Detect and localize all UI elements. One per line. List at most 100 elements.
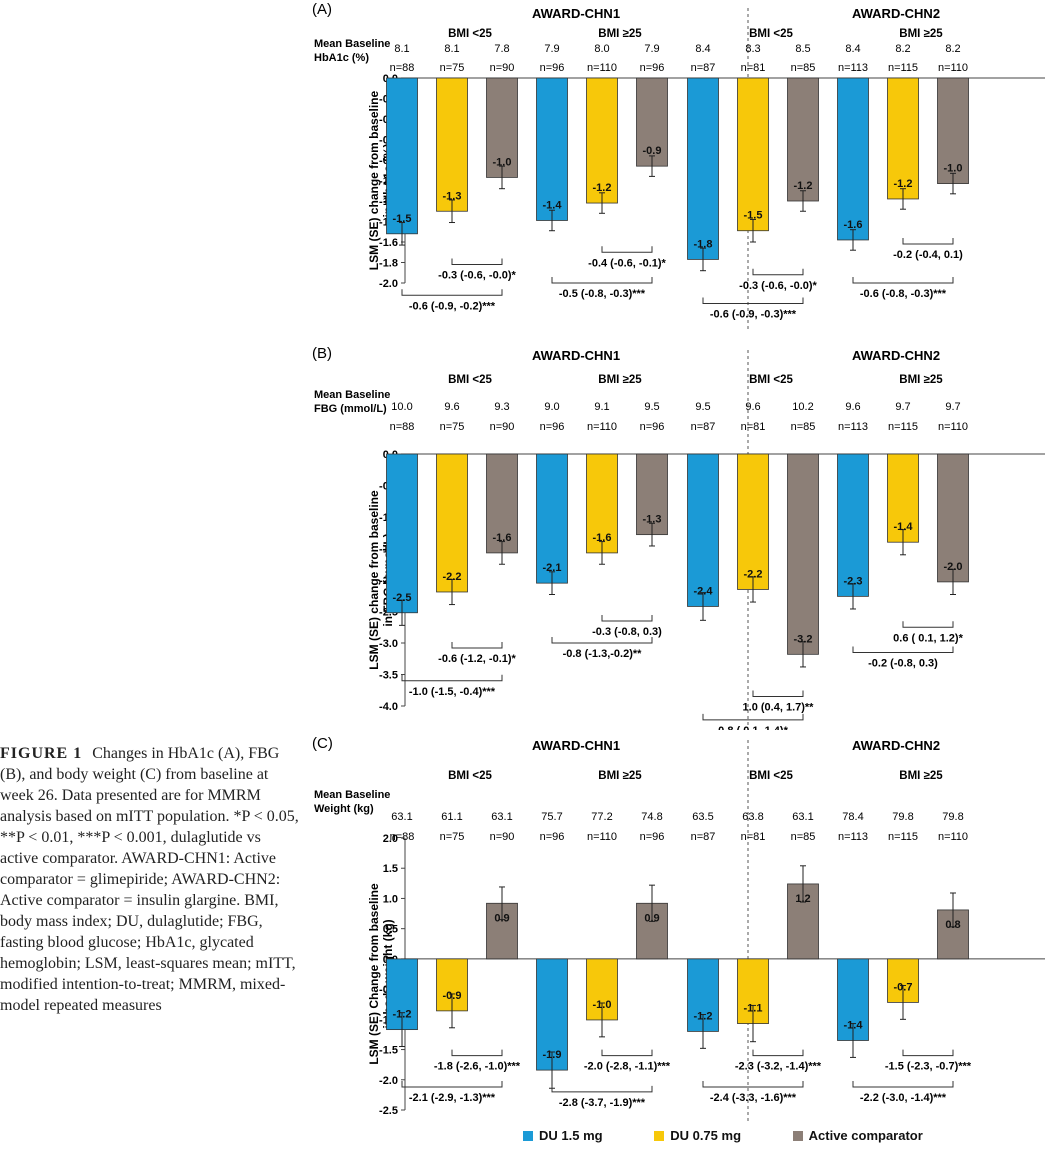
panel-b-study-title-1: AWARD-CHN1 — [532, 348, 620, 363]
legend: DU 1.5 mg DU 0.75 mg Active comparator — [523, 1128, 971, 1143]
panel-b-n-value: n=90 — [490, 421, 515, 433]
panel-c-baseline-value: 75.7 — [541, 811, 562, 823]
legend-swatch-comparator — [792, 1131, 803, 1141]
panel-c-comparison-label: -1.5 (-2.3, -0.7)*** — [885, 1061, 972, 1073]
panel-b-n-value: n=87 — [691, 421, 716, 433]
panel-a-n-value: n=96 — [640, 62, 665, 74]
panel-b-y-tick-label: -4.0 — [379, 701, 398, 713]
panel-b-comparison-bracket — [551, 637, 653, 644]
panel-b-baseline-value: 9.6 — [444, 401, 459, 413]
panel-b-n-value: n=110 — [938, 421, 968, 433]
panel-b-n-value: n=115 — [888, 421, 918, 433]
panel-c-y-tick-label: 2.0 — [383, 833, 398, 845]
panel-b-bar — [386, 453, 418, 614]
panel-b-bar-value-label: -2.3 — [844, 575, 863, 587]
panel-b-bar-value-label: -2.4 — [694, 585, 714, 597]
panel-a-bar — [887, 77, 919, 200]
panel-b-comparison-bracket — [451, 642, 503, 649]
panel-a-baseline-value: 7.8 — [494, 43, 509, 55]
panel-b-bar-value-label: -1.3 — [643, 514, 662, 526]
panel-c-baseline-value: 77.2 — [591, 811, 612, 823]
panel-b-n-value: n=113 — [838, 421, 868, 433]
panel-c-subgroup-label: BMI ≥25 — [899, 770, 943, 782]
panel-c-baseline-label-2: Weight (kg) — [314, 803, 374, 815]
panel-c-bar-value-label: 0.8 — [945, 919, 960, 931]
panel-a-subgroup-label: BMI ≥25 — [899, 28, 943, 40]
panel-c-comparison-label: -2.1 (-2.9, -1.3)*** — [409, 1092, 496, 1104]
panel-a-bar-value-label: -1.6 — [844, 219, 863, 231]
panel-a-baseline-label-1: Mean Baseline — [314, 38, 390, 50]
panel-b-y-tick-label: -3.0 — [379, 638, 398, 650]
panel-a-bar — [687, 77, 719, 260]
panel-a-n-value: n=90 — [490, 62, 515, 74]
panel-a-subgroup-label: BMI ≥25 — [598, 28, 642, 40]
panel-a-n-value: n=96 — [540, 62, 565, 74]
panel-a-bar — [787, 77, 819, 202]
panel-a-comparison-label: -0.3 (-0.6, -0.0)* — [739, 280, 817, 292]
panel-b-y-axis-title-1: LSM (SE) change from baseline — [367, 490, 381, 670]
panel-a-y-axis-title-1: LSM (SE) change from baseline — [367, 90, 381, 270]
panel-a-n-value: n=110 — [587, 62, 617, 74]
panel-c-baseline-value: 63.5 — [692, 811, 713, 823]
panel-c-comparison-label: -1.8 (-2.6, -1.0)*** — [434, 1061, 521, 1073]
panel-a-bar — [486, 77, 518, 178]
panel-c-label: (C) — [312, 735, 333, 752]
panel-a-chart: (A) AWARD-CHN1 AWARD-CHN2 BMI <25 BMI ≥25 BMI… — [312, 1, 1045, 330]
panel-a-comparison-bracket — [902, 238, 954, 245]
panel-b-bar — [586, 453, 618, 554]
panel-a-comparison-label: -0.6 (-0.8, -0.3)*** — [860, 288, 947, 300]
panel-c-bar-value-label: 1.2 — [795, 893, 810, 905]
panel-c-baseline-value: 63.8 — [742, 811, 763, 823]
panel-c-y-tick-label: -2.5 — [379, 1105, 398, 1117]
panel-c-bar-value-label: 0.9 — [494, 912, 509, 924]
panel-b-y-tick-label: -3.5 — [379, 670, 398, 682]
panel-b-baseline-value: 9.0 — [544, 401, 559, 413]
panel-b-baseline-value: 9.5 — [695, 401, 710, 413]
panel-c-n-value: n=110 — [938, 831, 968, 843]
panel-c-comparison-bracket — [702, 1081, 804, 1088]
legend-item-du15: DU 1.5 mg — [523, 1128, 603, 1143]
panel-a-bar-value-label: -1.0 — [944, 163, 963, 175]
panel-b-comparison-label: 1.0 (0.4, 1.7)** — [743, 702, 815, 714]
panel-b-comparison-label: -0.6 (-1.2, -0.1)* — [438, 653, 516, 665]
panel-a-bar-value-label: -1.5 — [744, 210, 763, 222]
legend-item-comparator: Active comparator — [792, 1128, 923, 1143]
panel-c-n-value: n=96 — [640, 831, 665, 843]
panel-c-subgroup-label: BMI ≥25 — [598, 770, 642, 782]
panel-b-comparison-bracket — [702, 713, 804, 721]
panel-b-bar-value-label: -1.4 — [894, 521, 914, 533]
panel-a-bar-value-label: -1.2 — [593, 182, 612, 194]
figure-caption: FIGURE 1 Changes in HbA1c (A), FBG (B), … — [0, 743, 300, 1016]
panel-a-bar-value-label: -1.4 — [543, 199, 563, 211]
panel-c-comparison-label: -2.8 (-3.7, -1.9)*** — [559, 1097, 646, 1109]
panel-a-n-value: n=110 — [938, 62, 968, 74]
panel-b-comparison-label: -1.0 (-1.5, -0.4)*** — [409, 686, 496, 698]
panel-c-n-value: n=75 — [440, 831, 465, 843]
panel-a-y-tick-label: -1.6 — [379, 237, 398, 249]
panel-a-y-tick-label: -1.8 — [379, 258, 398, 270]
panel-c-y-tick-label: -1.5 — [379, 1045, 398, 1057]
panel-b-bar-value-label: -1.6 — [493, 532, 512, 544]
panel-c-bar-value-label: -1.0 — [593, 999, 612, 1011]
panel-c-n-value: n=90 — [490, 831, 515, 843]
panel-b-baseline-value: 10.2 — [792, 401, 813, 413]
panel-a-bar — [586, 77, 618, 204]
panel-b-bar-value-label: -2.0 — [944, 561, 963, 573]
panel-a-bar — [436, 77, 468, 212]
panel-b-baseline-value: 9.6 — [745, 401, 760, 413]
panel-c-n-value: n=115 — [888, 831, 918, 843]
panel-c-bar-value-label: -0.7 — [894, 981, 913, 993]
panel-a-baseline-value: 7.9 — [544, 43, 559, 55]
panel-c-baseline-value: 63.1 — [391, 811, 412, 823]
panel-c-comparison-label: -2.3 (-3.2, -1.4)*** — [735, 1061, 822, 1073]
panel-c-study-title-2: AWARD-CHN2 — [852, 738, 940, 753]
panel-c-n-value: n=87 — [691, 831, 716, 843]
panel-b-chart: (B) AWARD-CHN1 AWARD-CHN2 BMI <25 BMI ≥25 BMI… — [312, 345, 1045, 730]
panel-b-n-value: n=96 — [640, 421, 665, 433]
panel-b-comparison-bracket — [401, 674, 503, 682]
panel-a-baseline-value: 8.2 — [945, 43, 960, 55]
panel-a-n-value: n=113 — [838, 62, 868, 74]
panel-a-comparison-bracket — [401, 289, 503, 296]
caption-text: Changes in HbA1c (A), FBG (B), and body … — [0, 745, 299, 1014]
panel-b-n-value: n=110 — [587, 421, 617, 433]
